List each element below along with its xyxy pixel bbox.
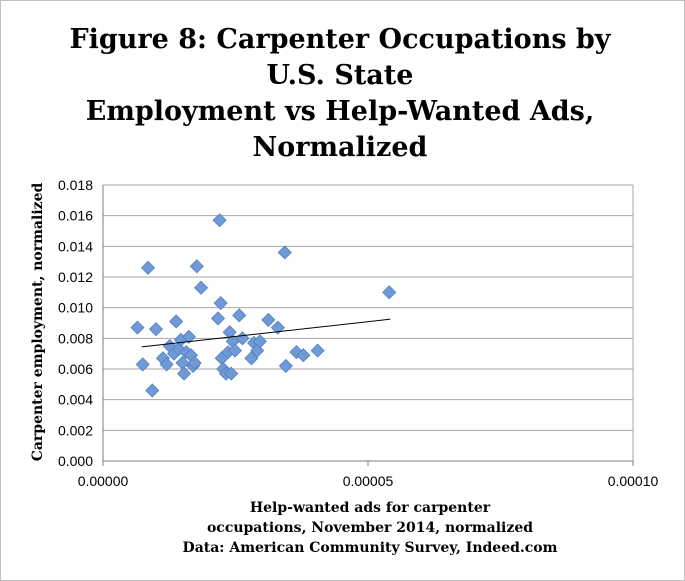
chart-title-line-1: Figure 8: Carpenter Occupations by <box>69 24 611 55</box>
data-point <box>148 322 164 337</box>
data-point <box>310 343 325 358</box>
data-point <box>252 334 267 349</box>
x-tick-labels: 0.00000 0.00005 0.00010 <box>78 473 659 489</box>
data-point <box>261 312 276 327</box>
data-point <box>140 260 156 275</box>
data-point <box>210 311 226 326</box>
chart-title-line-3: Employment vs Help-Wanted Ads, <box>85 96 595 127</box>
data-point <box>181 329 196 344</box>
y-axis-title: Carpenter employment, normalized <box>30 183 46 462</box>
chart-title-line-4: Normalized <box>252 132 428 163</box>
y-tick-labels: 0.000 0.002 0.004 0.006 0.008 0.010 0.012 0.014… <box>58 177 93 469</box>
data-point <box>135 357 150 372</box>
data-point <box>177 366 192 381</box>
y-tick-label: 0.006 <box>58 361 93 377</box>
y-tick-label: 0.016 <box>58 208 93 224</box>
data-point <box>296 348 311 363</box>
y-tick-label: 0.004 <box>58 392 93 408</box>
data-point <box>193 280 209 295</box>
data-point <box>187 355 202 370</box>
data-point <box>382 285 397 300</box>
y-tick-label: 0.018 <box>58 177 93 193</box>
data-point <box>169 314 184 329</box>
y-tick-label: 0.010 <box>58 300 93 316</box>
x-axis-title-line-1: Help-wanted ads for carpenter <box>249 500 491 516</box>
y-tick-label: 0.002 <box>58 422 93 438</box>
data-point <box>145 383 160 398</box>
data-point <box>224 366 239 381</box>
trendline <box>141 318 391 348</box>
x-tick-label: 0.00005 <box>343 473 394 489</box>
data-point <box>277 245 292 260</box>
data-point <box>130 320 145 335</box>
data-point <box>212 213 227 228</box>
y-tick-label: 0.000 <box>58 453 93 469</box>
data-point <box>189 259 204 274</box>
x-axis-title: Help-wanted ads for carpenter occupation… <box>160 498 580 558</box>
data-point <box>232 308 247 323</box>
trendline-group <box>141 318 391 348</box>
chart-title: Figure 8: Carpenter Occupations by U.S. … <box>40 22 640 166</box>
y-tick-label: 0.012 <box>58 269 93 285</box>
chart-title-line-2: U.S. State <box>266 60 414 91</box>
data-point <box>213 296 228 311</box>
x-axis-title-line-2: occupations, November 2014, normalized <box>206 520 534 536</box>
gridlines <box>102 184 634 466</box>
data-point <box>227 343 243 358</box>
data-point <box>159 357 174 372</box>
data-source-note: Data: American Community Survey, Indeed.… <box>182 540 558 556</box>
y-tick-label: 0.008 <box>58 330 93 346</box>
x-tick-label: 0.00010 <box>608 473 659 489</box>
data-points <box>130 213 397 398</box>
data-point <box>278 358 293 373</box>
x-tick-label: 0.00000 <box>78 473 129 489</box>
y-tick-label: 0.014 <box>58 238 93 254</box>
